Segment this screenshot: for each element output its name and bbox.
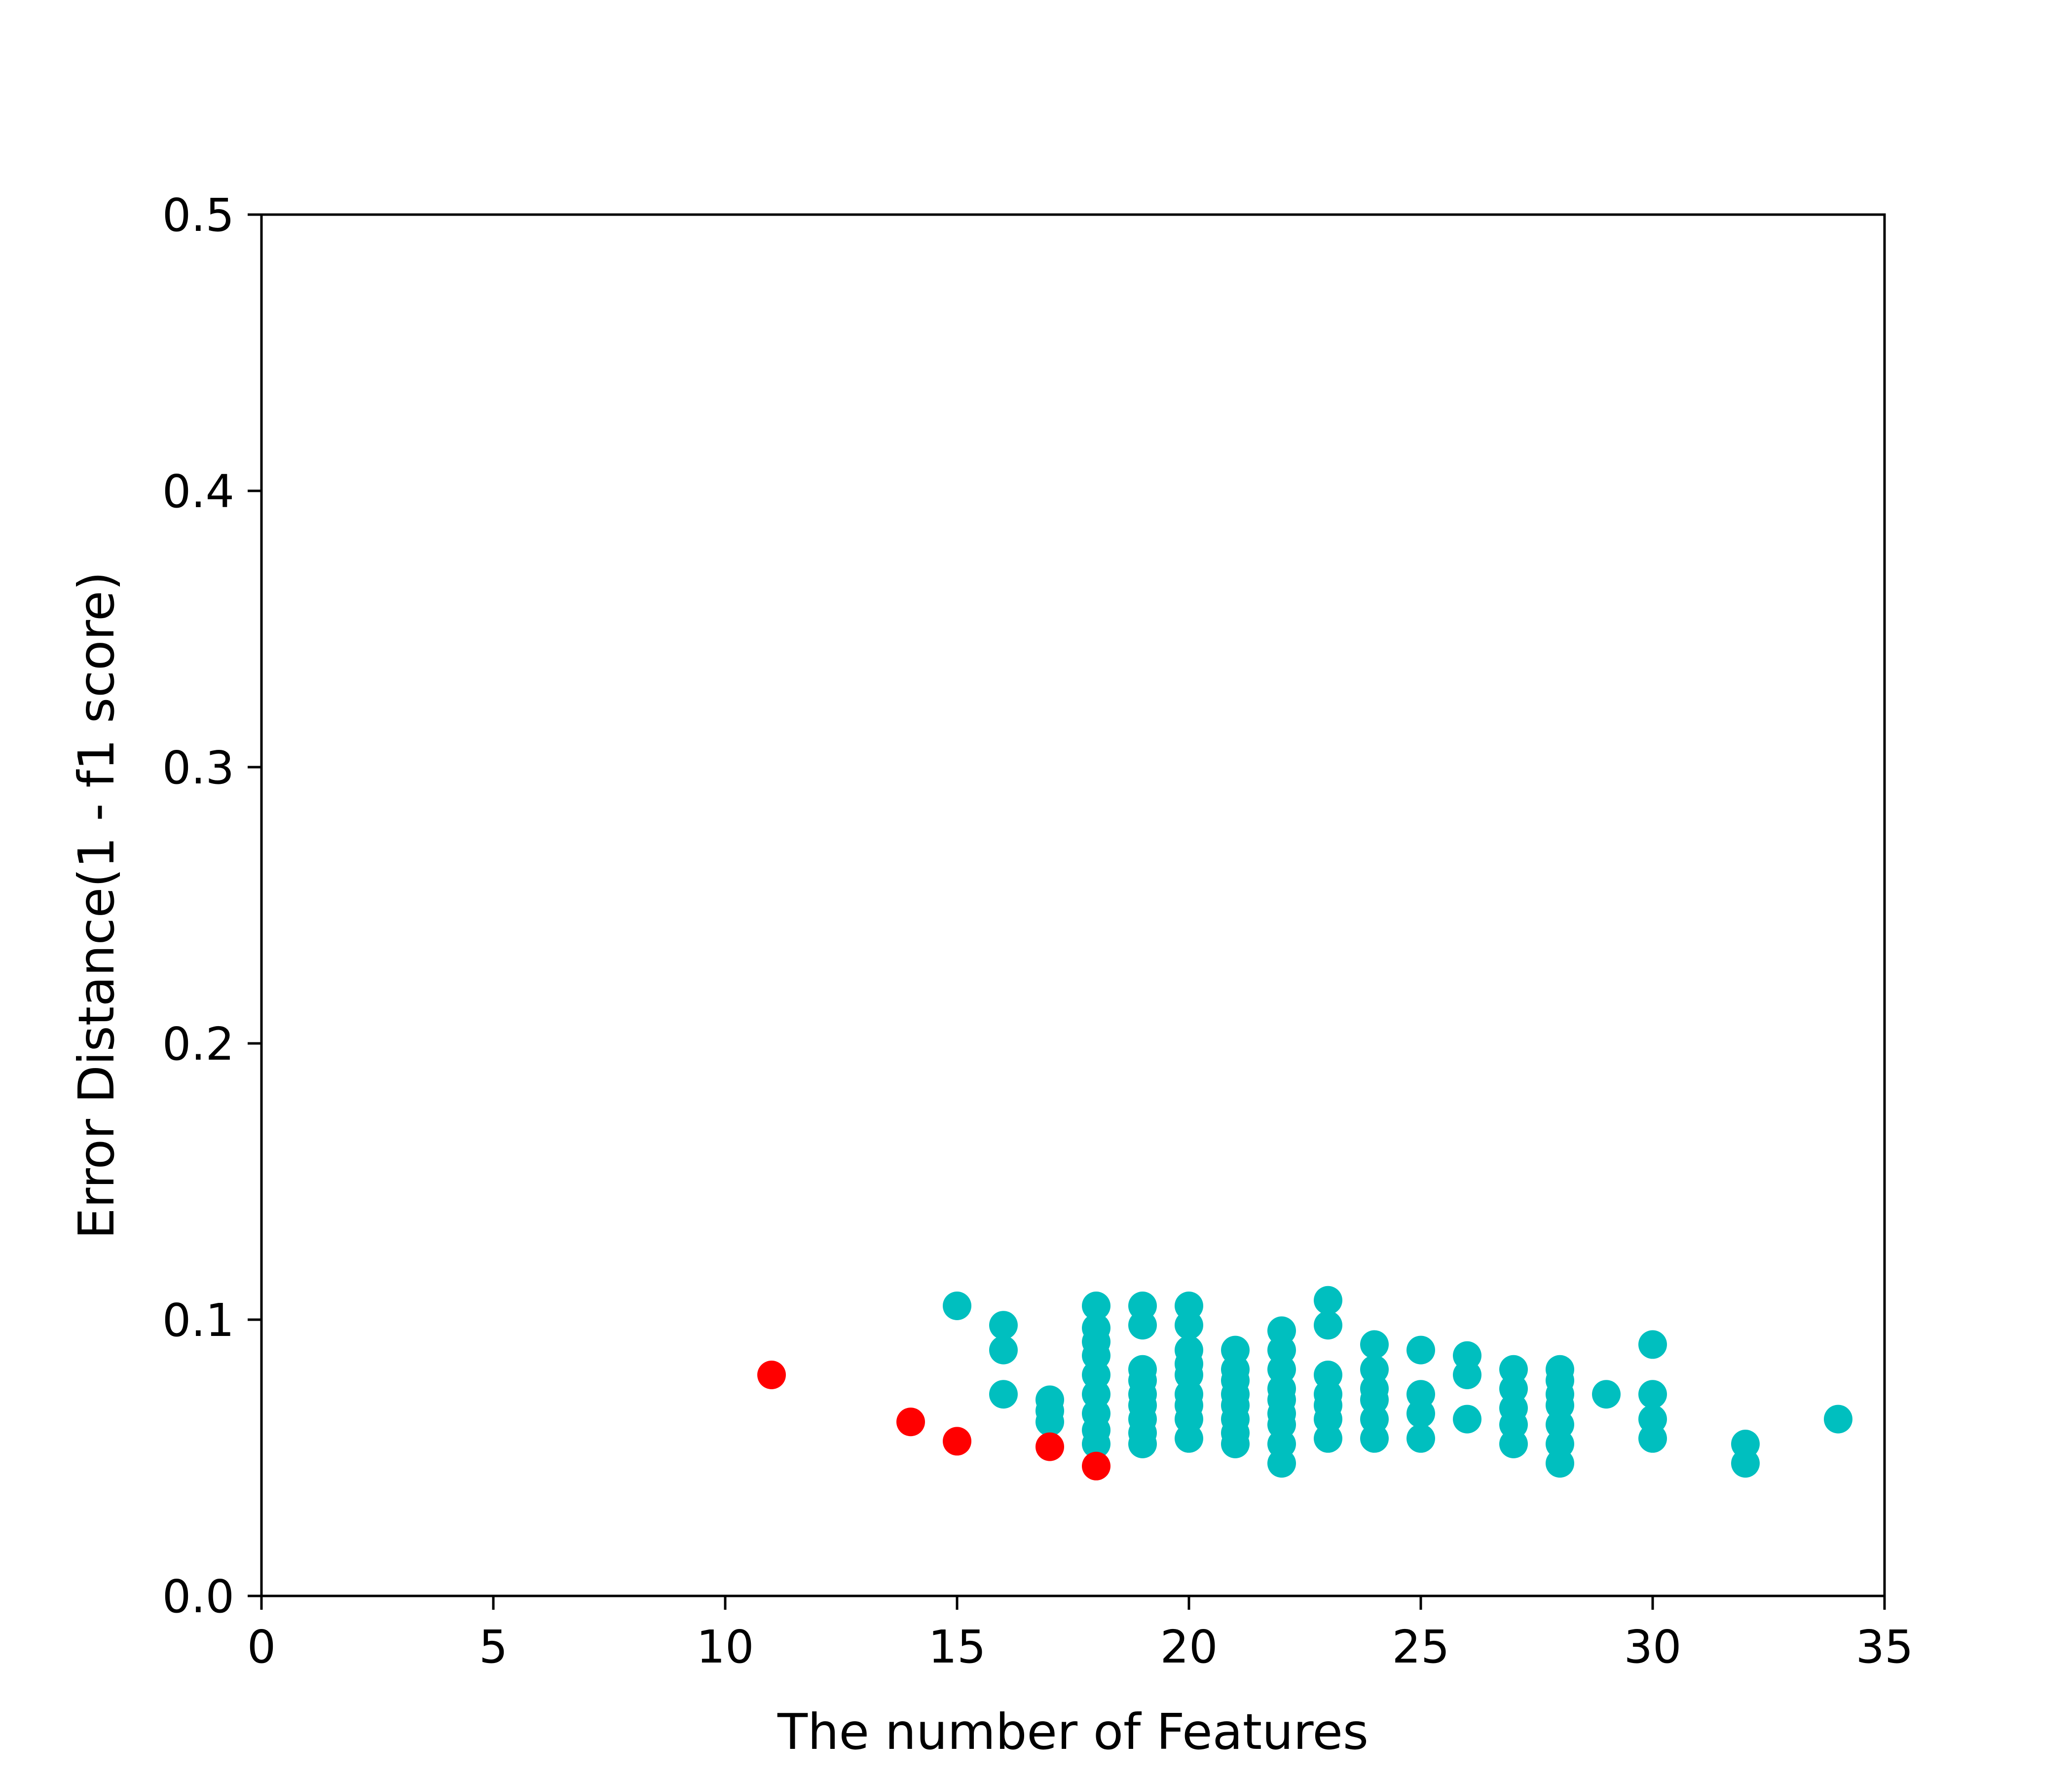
data-point-cyan (1453, 1405, 1481, 1434)
data-point-red (896, 1407, 925, 1437)
data-point-cyan (1175, 1311, 1203, 1340)
y-tick-label: 0.1 (162, 1294, 234, 1347)
data-point-red (1036, 1432, 1064, 1461)
data-point-cyan (1546, 1449, 1574, 1478)
y-tick-label: 0.0 (162, 1570, 234, 1623)
data-point-cyan (1406, 1424, 1435, 1453)
x-tick-label: 10 (696, 1621, 754, 1673)
x-tick-label: 20 (1160, 1621, 1218, 1673)
x-tick-label: 15 (928, 1621, 986, 1673)
data-point-cyan (1221, 1430, 1250, 1458)
data-point-cyan (1082, 1430, 1110, 1458)
plot-frame (260, 213, 1886, 1597)
data-point-cyan (1592, 1380, 1621, 1409)
points-layer (757, 1286, 1852, 1480)
x-tick-label: 5 (479, 1621, 508, 1673)
data-point-cyan (1128, 1430, 1157, 1458)
data-point-cyan (1406, 1399, 1435, 1428)
data-point-cyan (1175, 1424, 1203, 1453)
y-tick-label: 0.4 (162, 465, 234, 518)
data-point-cyan (1499, 1430, 1528, 1458)
data-point-cyan (943, 1292, 971, 1320)
data-point-cyan (1036, 1407, 1064, 1437)
data-point-cyan (1360, 1330, 1389, 1359)
data-point-red (1082, 1451, 1110, 1480)
data-point-red (943, 1427, 971, 1456)
data-point-cyan (1638, 1330, 1667, 1359)
data-point-cyan (1128, 1311, 1157, 1340)
data-point-cyan (1638, 1424, 1667, 1453)
data-point-cyan (1731, 1449, 1760, 1478)
data-point-cyan (1314, 1311, 1342, 1340)
data-point-cyan (1638, 1380, 1667, 1409)
data-point-cyan (1824, 1405, 1852, 1434)
data-point-cyan (1082, 1292, 1110, 1320)
y-tick-label: 0.2 (162, 1018, 234, 1071)
data-point-cyan (1453, 1361, 1481, 1389)
ticks-layer: 0 5 10 15 20 25 30 35 0.0 0.1 0.2 0.3 0.4 0.5 (162, 189, 1914, 1673)
x-tick-label: 35 (1855, 1621, 1913, 1673)
x-tick-label: 0 (247, 1621, 276, 1673)
y-tick-label: 0.5 (162, 189, 234, 242)
data-point-cyan (989, 1335, 1018, 1365)
data-point-cyan (1314, 1424, 1342, 1453)
y-tick-label: 0.3 (162, 741, 234, 794)
data-point-cyan (989, 1311, 1018, 1340)
data-point-cyan (1267, 1449, 1296, 1478)
plot-area (261, 215, 1885, 1596)
data-point-cyan (1314, 1286, 1342, 1315)
data-point-cyan (1406, 1335, 1435, 1365)
data-point-cyan (989, 1380, 1018, 1409)
x-axis-label: The number of Features (777, 1703, 1369, 1761)
x-tick-label: 25 (1392, 1621, 1449, 1673)
y-axis-label: Error Distance(1 - f1 score) (68, 571, 125, 1239)
data-point-cyan (1360, 1424, 1389, 1453)
data-point-red (757, 1361, 786, 1389)
x-tick-label: 30 (1624, 1621, 1681, 1673)
